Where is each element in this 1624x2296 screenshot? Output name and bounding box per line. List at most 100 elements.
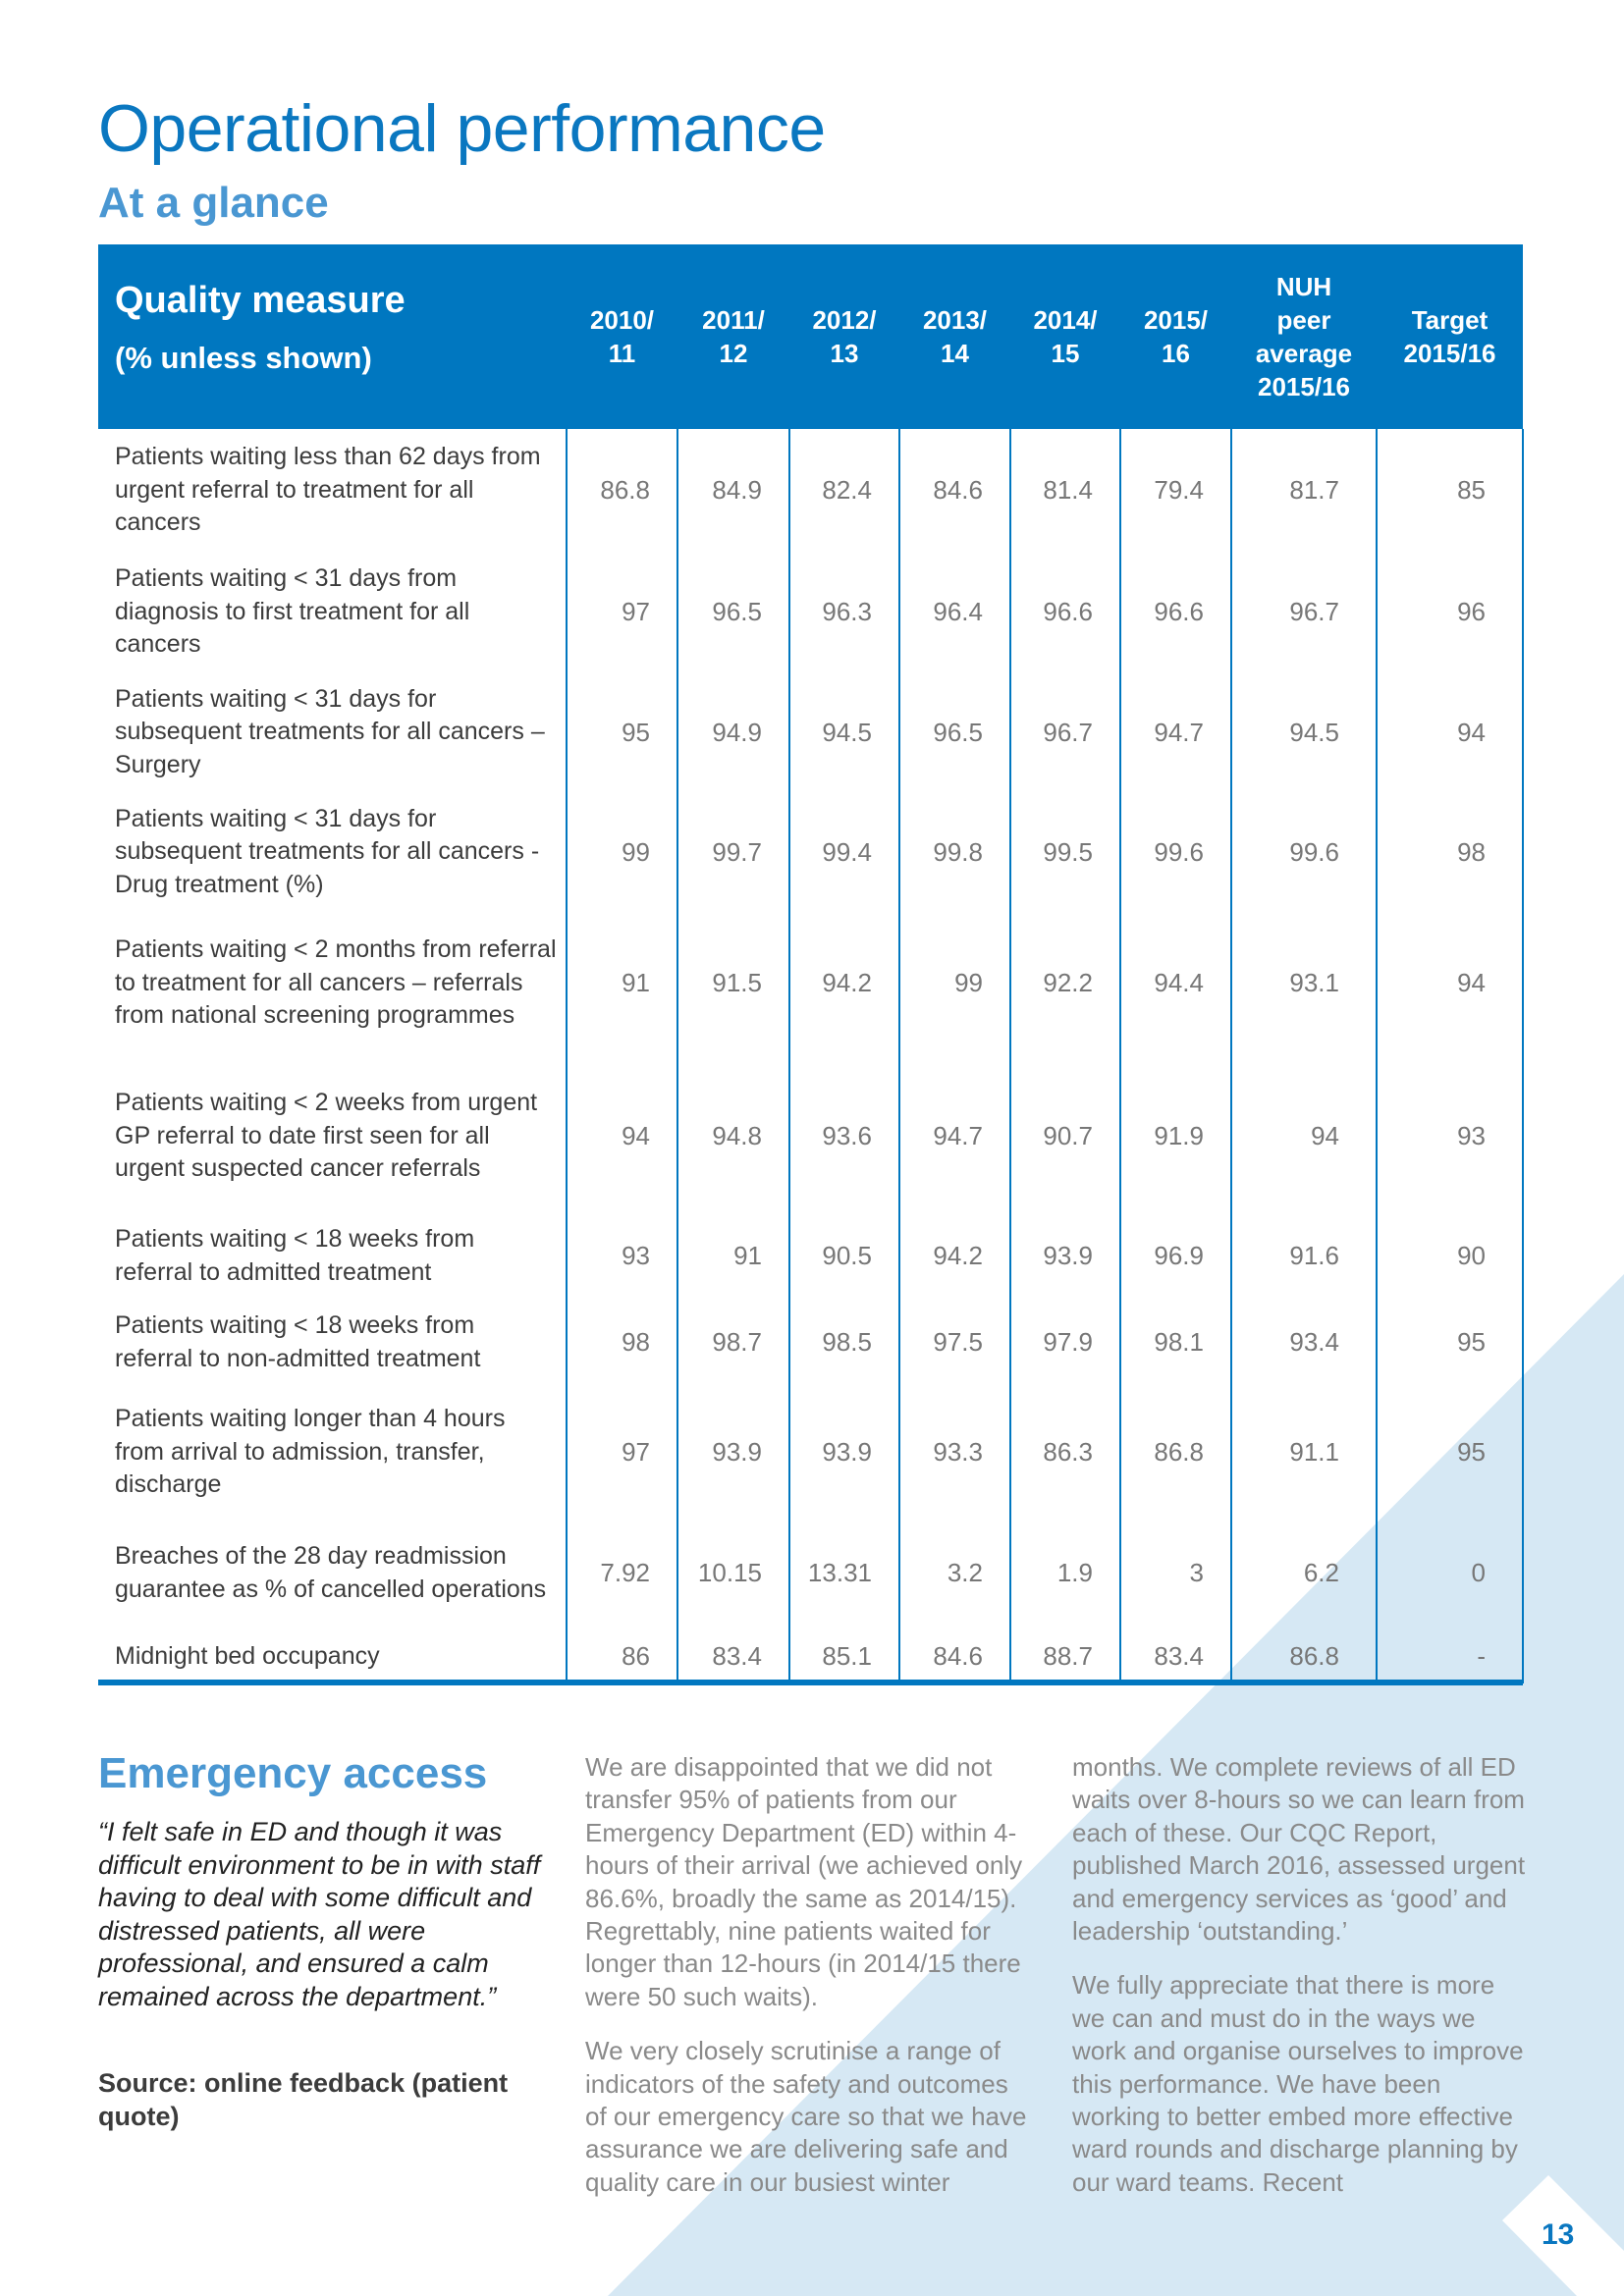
table-cell: 99.8: [933, 836, 983, 867]
table-cell: 98: [622, 1327, 650, 1357]
table-cell: 86.8: [1289, 1641, 1339, 1671]
table-cell: 96.7: [1043, 717, 1093, 747]
column-divider: [677, 429, 678, 1683]
patient-quote: “I felt safe in ED and though it was dif…: [98, 1817, 541, 2011]
table-cell: 84.9: [712, 475, 762, 505]
column-divider: [566, 429, 568, 1683]
table-row: Patients waiting < 31 days for subsequen…: [98, 792, 1523, 912]
paragraph: We very closely scrutinise a range of in…: [585, 2036, 1027, 2197]
table-cell: 94.2: [822, 968, 872, 997]
table-cell: 99.6: [1154, 836, 1204, 867]
table-cell: 94.5: [1289, 717, 1339, 747]
column-header: 2014/ 15: [1033, 305, 1098, 368]
table-cell: 91.9: [1154, 1121, 1204, 1150]
light-blue-diagonal-shape: [608, 1274, 1624, 2296]
table-cell: 86: [622, 1641, 650, 1671]
table-cell: 86.8: [600, 475, 650, 505]
row-label: Patients waiting less than 62 days from …: [115, 443, 541, 537]
row-label: Midnight bed occupancy: [115, 1641, 380, 1670]
table-row: Patients waiting < 31 days for subsequen…: [98, 672, 1523, 792]
table-cell: 93.1: [1289, 968, 1339, 997]
table-cell: 96.6: [1154, 597, 1204, 626]
table-row: Patients waiting < 2 months from referra…: [98, 912, 1523, 1054]
table-cell: 90: [1457, 1241, 1486, 1270]
column-header: 2010/ 11: [589, 305, 655, 368]
column-header: Target 2015/16: [1403, 305, 1496, 368]
table-cell: 99.7: [712, 836, 762, 867]
column-header: 2015/ 16: [1143, 305, 1209, 368]
row-label: Breaches of the 28 day readmission guara…: [115, 1542, 547, 1603]
table-cell: 94.5: [822, 717, 872, 747]
table-cell: 84.6: [933, 1641, 983, 1671]
emergency-access-heading: Emergency access: [98, 1749, 488, 1797]
table-row: Breaches of the 28 day readmission guara…: [98, 1514, 1523, 1632]
body-column-2: We are disappointed that we did not tran…: [585, 1751, 1027, 2220]
row-label: Patients waiting < 2 months from referra…: [115, 935, 557, 1030]
table-cell: 96.4: [933, 597, 983, 626]
table-cell: 96.6: [1043, 597, 1093, 626]
page-subtitle: At a glance: [98, 179, 329, 227]
table-cell: 94: [622, 1121, 650, 1150]
table-cell: 3.2: [947, 1558, 983, 1587]
table-row: Patients waiting < 31 days from diagnosi…: [98, 552, 1523, 672]
table-cell: 81.7: [1289, 475, 1339, 505]
table-cell: 93.4: [1289, 1327, 1339, 1357]
table-cell: 96.3: [822, 597, 872, 626]
table-cell: 95: [1457, 1437, 1486, 1467]
table-cell: 90.7: [1043, 1121, 1093, 1150]
table-cell: 97.5: [933, 1327, 983, 1357]
table-cell: 93: [1457, 1121, 1486, 1150]
table-cell: 96.5: [712, 597, 762, 626]
table-cell: 94: [1311, 1121, 1339, 1150]
table-cell: 13.31: [807, 1558, 872, 1587]
table-cell: 92.2: [1043, 968, 1093, 997]
table-cell: 93.9: [712, 1437, 762, 1467]
table-cell: 96.9: [1154, 1241, 1204, 1270]
table-cell: 1.9: [1056, 1558, 1093, 1587]
table-cell: 98: [1457, 836, 1486, 867]
column-header: 2011/ 12: [702, 305, 765, 368]
table-cell: 99: [622, 836, 650, 867]
table-cell: 3: [1189, 1558, 1204, 1587]
table-cell: 95: [1457, 1327, 1486, 1357]
table-cell: 90.5: [822, 1241, 872, 1270]
table-cell: 97: [622, 597, 650, 626]
table-cell: 98.1: [1154, 1327, 1204, 1357]
column-divider: [1119, 429, 1121, 1683]
table-bottom-rule: [98, 1680, 1523, 1685]
header-measure-subtitle: (% unless shown): [115, 341, 372, 375]
table-cell: 84.6: [933, 475, 983, 505]
paragraph: We fully appreciate that there is more w…: [1072, 1970, 1524, 2197]
column-divider: [1522, 429, 1524, 1683]
column-header: 2013/ 14: [922, 305, 988, 368]
table-cell: 91.6: [1289, 1241, 1339, 1270]
row-label: Patients waiting < 2 weeks from urgent G…: [115, 1089, 538, 1183]
column-divider: [898, 429, 900, 1683]
table-cell: 94.4: [1154, 968, 1204, 997]
table-cell: 88.7: [1043, 1641, 1093, 1671]
table-cell: 83.4: [712, 1641, 762, 1671]
paragraph: We are disappointed that we did not tran…: [585, 1752, 1023, 2011]
table-cell: 94.7: [933, 1121, 983, 1150]
table-cell: 93.3: [933, 1437, 983, 1467]
page-title: Operational performance: [98, 91, 826, 166]
table-cell: 7.92: [600, 1558, 650, 1587]
row-label: Patients waiting < 31 days for subsequen…: [115, 804, 540, 898]
table-cell: 10.15: [697, 1558, 762, 1587]
table-cell: 93: [622, 1241, 650, 1270]
table-cell: 94.9: [712, 717, 762, 747]
row-label: Patients waiting < 18 weeks from referra…: [115, 1225, 475, 1286]
table-cell: 91.5: [712, 968, 762, 997]
table-row: Patients waiting longer than 4 hours fro…: [98, 1391, 1523, 1514]
table-cell: 93.6: [822, 1121, 872, 1150]
table-cell: 86.3: [1043, 1437, 1093, 1467]
column-header: NUH peer average 2015/16: [1255, 272, 1353, 401]
table-cell: 96.7: [1289, 597, 1339, 626]
table-cell: 93.9: [1043, 1241, 1093, 1270]
row-label: Patients waiting < 18 weeks from referra…: [115, 1311, 481, 1372]
table-cell: 97: [622, 1437, 650, 1467]
table-cell: 99.4: [822, 836, 872, 867]
row-label: Patients waiting longer than 4 hours fro…: [115, 1405, 506, 1499]
row-label: Patients waiting < 31 days from diagnosi…: [115, 564, 470, 659]
